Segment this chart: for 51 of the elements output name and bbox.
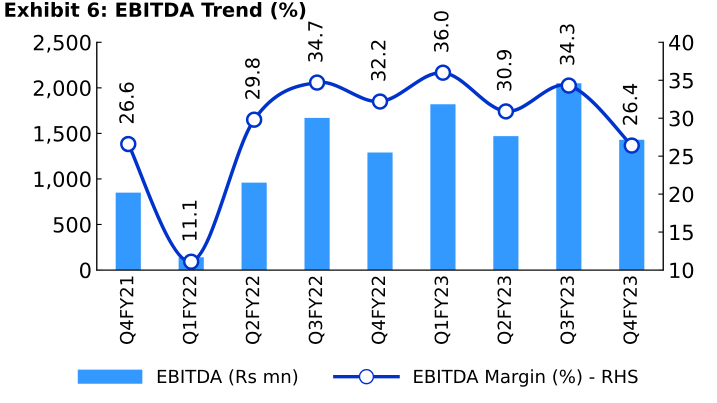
point <box>560 77 578 94</box>
legend-label: EBITDA (Rs mn) <box>158 369 298 386</box>
point <box>183 253 200 270</box>
y2-tick-label: 35 <box>670 72 693 88</box>
bar <box>556 83 582 270</box>
y-tick-label: 0 <box>80 262 91 278</box>
y2-tick-label: 15 <box>670 224 693 240</box>
point <box>120 136 136 152</box>
data-label: 34.7 <box>308 21 323 62</box>
data-label: 26.6 <box>119 82 134 124</box>
point <box>434 64 452 81</box>
bar <box>619 140 644 270</box>
data-label: 34.3 <box>560 24 574 65</box>
x-tick-label: Q4FY21 <box>120 276 136 344</box>
y-tick-label: 1,500 <box>34 126 91 144</box>
data-label: 11.1 <box>182 200 197 240</box>
y2-tick-label: 30 <box>670 110 694 126</box>
point <box>498 103 514 120</box>
y-tick-label: 2,000 <box>34 80 91 98</box>
x-tick-label: Q1FY23 <box>434 276 450 344</box>
x-tick-label: Q4FY22 <box>372 276 388 344</box>
x-tick-label: Q2FY22 <box>246 276 262 344</box>
data-label: 36.0 <box>434 11 449 52</box>
x-tick-label: Q3FY23 <box>560 276 576 344</box>
y2-tick-label: 20 <box>670 186 694 202</box>
bar <box>367 152 393 270</box>
data-label: 29.8 <box>245 58 260 99</box>
bar <box>493 136 518 270</box>
y2-tick-label: 10 <box>670 262 694 278</box>
point <box>372 93 388 110</box>
y-tick-label: 500 <box>54 216 91 233</box>
y-tick-label: 1,000 <box>34 171 91 190</box>
x-tick-label: Q1FY22 <box>182 276 199 344</box>
data-label: 30.9 <box>496 50 512 90</box>
bar <box>116 192 141 270</box>
point <box>308 74 326 91</box>
data-label: 26.4 <box>622 84 638 125</box>
y2-tick-label: 40 <box>669 34 694 51</box>
point <box>246 112 262 128</box>
legend-label: EBITDA Margin (%) - RHS <box>414 369 638 387</box>
y2-tick-label: 25 <box>670 148 693 164</box>
point <box>624 137 640 154</box>
x-tick-label: Q3FY22 <box>308 276 324 344</box>
data-label: 32.2 <box>370 40 386 81</box>
bar <box>304 118 330 270</box>
chart-title: Exhibit 6: EBITDA Trend (%) <box>5 2 306 20</box>
x-tick-label: Q4FY23 <box>623 276 640 344</box>
y-tick-label: 2,500 <box>34 34 91 53</box>
bar <box>430 104 456 270</box>
x-tick-label: Q2FY23 <box>497 276 514 344</box>
bar <box>242 182 267 270</box>
